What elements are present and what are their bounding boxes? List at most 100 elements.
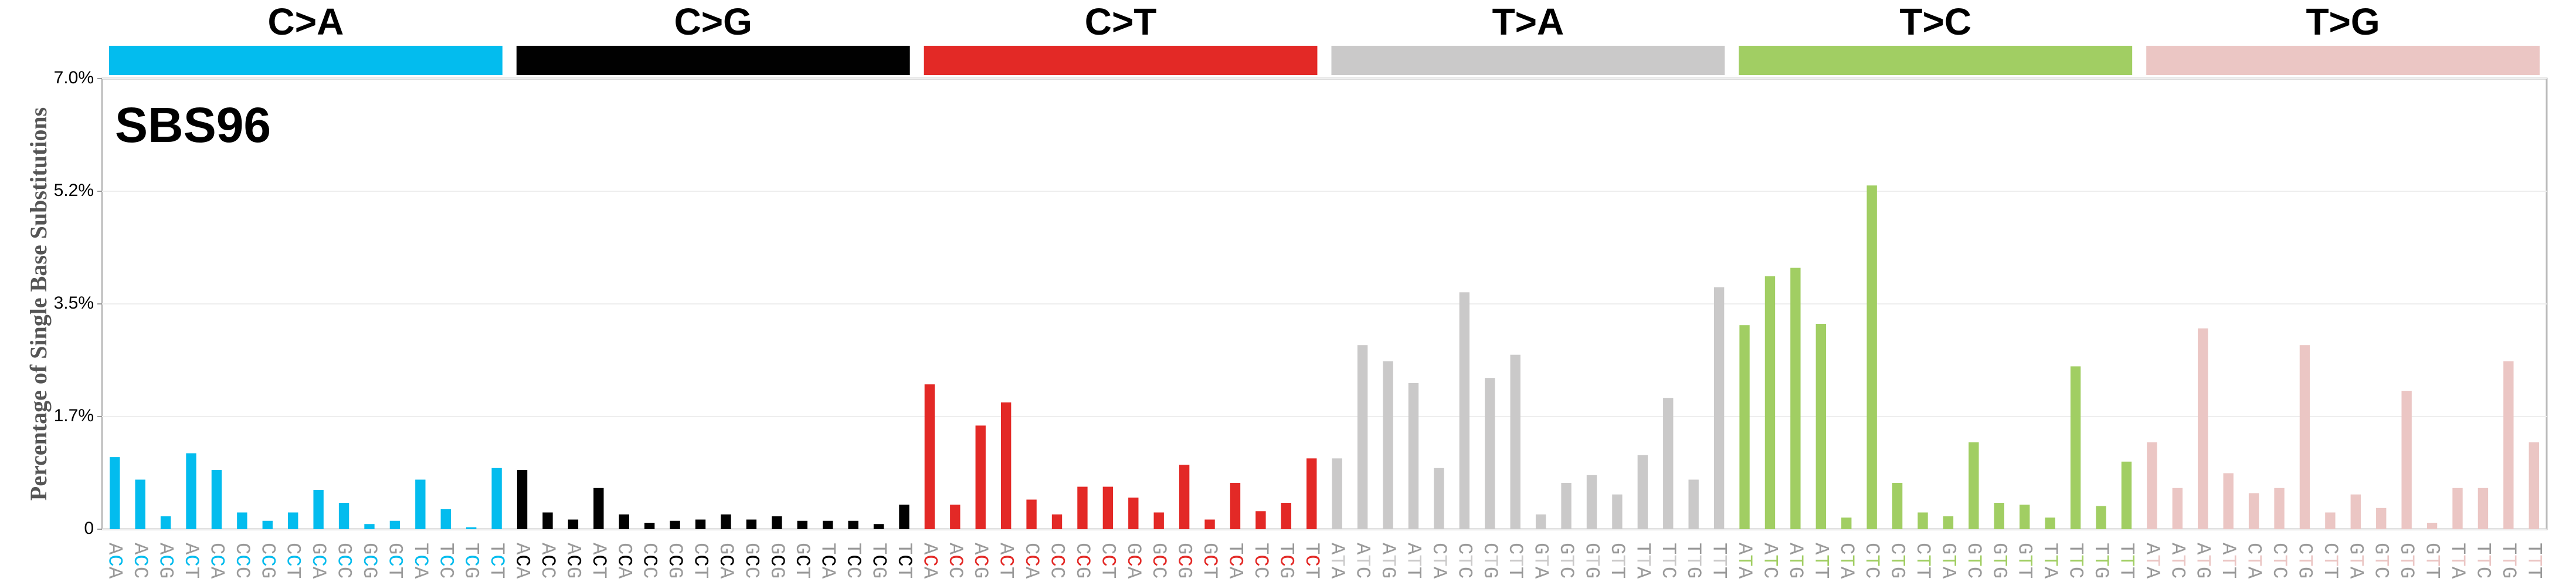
x-tick-label: CCA: [612, 543, 634, 579]
x-tick-label: CTC: [2268, 543, 2290, 578]
x-tick-label: TTA: [2446, 543, 2468, 579]
x-tick-label: CTT: [1911, 543, 1933, 578]
bar: [1408, 383, 1419, 529]
x-tick-label: TTC: [2471, 543, 2493, 578]
bar: [466, 527, 477, 529]
x-tick-label: CCC: [230, 543, 253, 578]
x-tick-label: GTG: [1580, 543, 1603, 578]
bar: [1128, 498, 1139, 529]
x-tick-label: GTT: [2013, 543, 2035, 578]
bar: [772, 516, 782, 529]
bar: [568, 519, 579, 529]
x-tick-label: ATC: [1351, 543, 1373, 578]
bar: [288, 512, 298, 529]
bar: [2248, 493, 2259, 529]
bar: [1790, 268, 1801, 529]
x-tick-label: TTT: [2115, 543, 2137, 578]
bar: [644, 523, 655, 529]
group-header-label: T>C: [1899, 1, 1971, 43]
group-header-label: T>A: [1492, 1, 1564, 43]
bar: [1764, 276, 1776, 529]
bar: [1102, 486, 1114, 529]
bar: [1153, 512, 1164, 529]
bar: [2172, 488, 2183, 529]
x-tick-label: CTC: [1452, 543, 1475, 578]
x-tick-label: CTG: [1886, 543, 1908, 578]
x-tick-label: CTC: [1860, 543, 1882, 578]
bar: [237, 512, 247, 529]
x-tick-label: TTG: [2497, 543, 2519, 578]
y-tick-label: 3.5%: [54, 293, 94, 313]
bar: [2223, 473, 2234, 529]
x-tick-label: ACC: [536, 543, 558, 578]
x-tick-label: GTA: [2344, 543, 2366, 579]
bar: [110, 457, 120, 529]
bar: [1688, 479, 1699, 529]
x-tick-label: TCA: [409, 543, 431, 579]
x-tick-label: ATG: [1376, 543, 1399, 578]
x-tick-label: GCG: [358, 543, 380, 578]
x-tick-label: CCG: [663, 543, 685, 578]
bar: [1739, 325, 1750, 529]
x-tick-label: ACA: [511, 543, 533, 579]
bar: [517, 470, 528, 529]
y-tick-label: 0: [84, 519, 94, 538]
bar: [2325, 512, 2336, 529]
x-tick-label: ACA: [918, 543, 940, 579]
group-header-bar: [1739, 46, 2133, 75]
chart-title: SBS96: [115, 97, 271, 153]
x-tick-label: TTT: [2522, 543, 2544, 578]
bar: [1535, 514, 1546, 529]
bar: [746, 519, 757, 529]
x-tick-label: GCA: [714, 543, 737, 579]
bar: [440, 509, 451, 529]
bar: [670, 520, 680, 529]
x-tick-label: CCT: [1096, 543, 1118, 578]
x-tick-label: TTG: [2089, 543, 2112, 578]
x-tick-label: GTG: [2395, 543, 2417, 578]
x-tick-label: CCC: [638, 543, 660, 578]
bar: [695, 519, 706, 529]
y-tick-label: 1.7%: [54, 406, 94, 425]
x-tick-label: CTG: [2293, 543, 2315, 578]
x-tick-label: GCG: [1173, 543, 1195, 578]
x-tick-label: ATT: [1402, 543, 1424, 578]
bar: [1663, 398, 1674, 529]
x-tick-label: CCC: [1046, 543, 1068, 578]
x-tick-label: TCA: [816, 543, 839, 579]
bar: [924, 384, 935, 529]
group-header-label: C>A: [268, 1, 344, 43]
bar: [1841, 517, 1852, 529]
bar: [160, 516, 171, 529]
bar: [1612, 494, 1623, 529]
group-header-bar: [109, 46, 503, 75]
bar: [1281, 503, 1292, 529]
x-tick-label: TCG: [867, 543, 890, 578]
bar: [1000, 402, 1012, 529]
bar: [262, 520, 273, 529]
x-tick-label: TTA: [1631, 543, 1653, 579]
x-tick-label: CCG: [1071, 543, 1093, 578]
x-tick-label: TCC: [1249, 543, 1271, 578]
x-tick-label: TCT: [485, 543, 507, 578]
bar: [1943, 516, 1954, 529]
group-header-bar: [1331, 46, 1725, 75]
x-tick-label: ACT: [995, 543, 1017, 578]
x-tick-label: ACT: [179, 543, 202, 578]
y-axis-label: Percentage of Single Base Substitutions: [25, 107, 52, 500]
x-tick-label: CTT: [1503, 543, 1526, 578]
group-header-label: C>T: [1085, 1, 1157, 43]
bar: [1051, 514, 1063, 529]
bar: [899, 505, 909, 529]
bar: [2452, 488, 2463, 529]
y-tick-label: 7.0%: [54, 68, 94, 87]
bar: [2376, 507, 2387, 529]
bar: [1510, 354, 1521, 529]
bar: [2070, 366, 2081, 529]
x-tick-label: ACC: [128, 543, 151, 578]
x-tick-label: GTC: [1962, 543, 1984, 578]
bar: [186, 453, 196, 529]
x-tick-label: CCA: [1020, 543, 1042, 579]
bar: [975, 425, 986, 529]
